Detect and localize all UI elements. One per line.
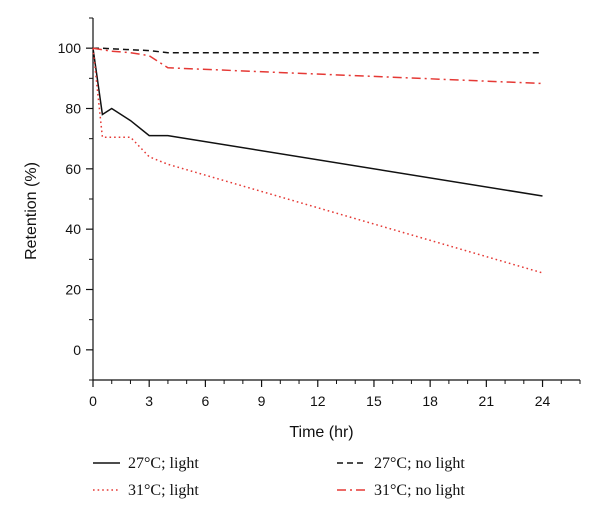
legend: 27°C; light 31°C; light 27°C; no light 31°C… (93, 455, 465, 499)
x-tick-label: 9 (258, 393, 266, 409)
legend-item-4: 31°C; no light (337, 482, 465, 499)
x-tick-label: 6 (201, 393, 209, 409)
y-tick-label: 40 (65, 221, 81, 237)
axes: 0 20 40 60 80 100 0 3 6 9 12 15 18 21 24 (58, 17, 581, 409)
series-line-2 (92, 48, 543, 274)
y-tick-label: 100 (58, 40, 82, 56)
y-tick-label: 60 (65, 161, 81, 177)
x-tick-label: 3 (145, 393, 153, 409)
x-tick-label: 21 (479, 393, 495, 409)
legend-item-1: 27°C; light (93, 455, 199, 472)
x-axis-ticks: 0 3 6 9 12 15 18 21 24 (89, 380, 581, 409)
legend-label: 31°C; no light (374, 482, 465, 499)
y-tick-label: 0 (73, 342, 81, 358)
x-tick-label: 12 (310, 393, 326, 409)
x-tick-label: 24 (535, 393, 551, 409)
y-tick-label: 80 (65, 101, 81, 117)
x-tick-label: 15 (366, 393, 382, 409)
x-tick-label: 0 (89, 393, 97, 409)
x-tick-label: 18 (422, 393, 438, 409)
legend-label: 31°C; light (128, 482, 199, 499)
series-line-4 (92, 47, 543, 85)
legend-item-2: 31°C; light (93, 482, 199, 499)
legend-label: 27°C; no light (374, 455, 465, 472)
y-tick-label: 20 (65, 282, 81, 298)
series-line-1 (92, 48, 543, 197)
series-line-3 (93, 47, 543, 54)
series-lines (92, 47, 543, 274)
legend-item-3: 27°C; no light (337, 455, 465, 472)
y-axis-ticks: 0 20 40 60 80 100 (58, 17, 93, 381)
y-axis-label: Retention (%) (23, 162, 40, 260)
legend-label: 27°C; light (128, 455, 199, 472)
x-axis-label: Time (hr) (289, 424, 353, 441)
